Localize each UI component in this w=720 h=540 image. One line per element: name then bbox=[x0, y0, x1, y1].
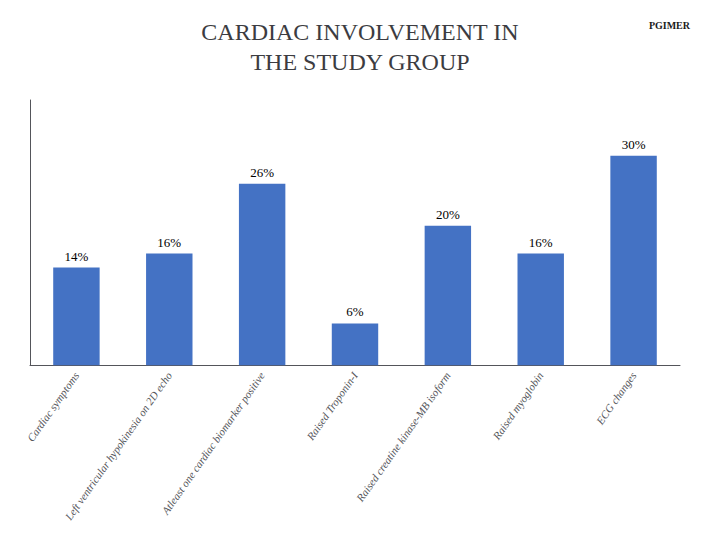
svg-text:Left ventricular hypokinesia o: Left ventricular hypokinesia on 2D echo bbox=[62, 369, 175, 522]
svg-text:6%: 6% bbox=[346, 304, 364, 319]
svg-text:Raised creatine kinase-MB isof: Raised creatine kinase-MB isoform bbox=[353, 370, 452, 505]
svg-text:Atleast one cardiac biomarker: Atleast one cardiac biomarker positive bbox=[159, 370, 267, 518]
svg-text:16%: 16% bbox=[157, 235, 181, 250]
svg-text:14%: 14% bbox=[65, 249, 89, 264]
svg-text:PGIMER: PGIMER bbox=[649, 20, 691, 31]
svg-text:Raised myoglobin: Raised myoglobin bbox=[490, 369, 546, 442]
svg-text:ECG changes: ECG changes bbox=[593, 370, 638, 427]
svg-text:20%: 20% bbox=[436, 207, 460, 222]
svg-text:26%: 26% bbox=[250, 165, 274, 180]
svg-text:CARDIAC INVOLVEMENT IN: CARDIAC INVOLVEMENT IN bbox=[201, 19, 518, 45]
svg-text:Raised Troponin-I: Raised Troponin-I bbox=[304, 369, 361, 443]
svg-text:Cardiac symptoms: Cardiac symptoms bbox=[25, 370, 82, 444]
svg-text:THE STUDY GROUP: THE STUDY GROUP bbox=[250, 49, 469, 75]
svg-text:30%: 30% bbox=[622, 137, 646, 152]
svg-text:16%: 16% bbox=[529, 235, 553, 250]
